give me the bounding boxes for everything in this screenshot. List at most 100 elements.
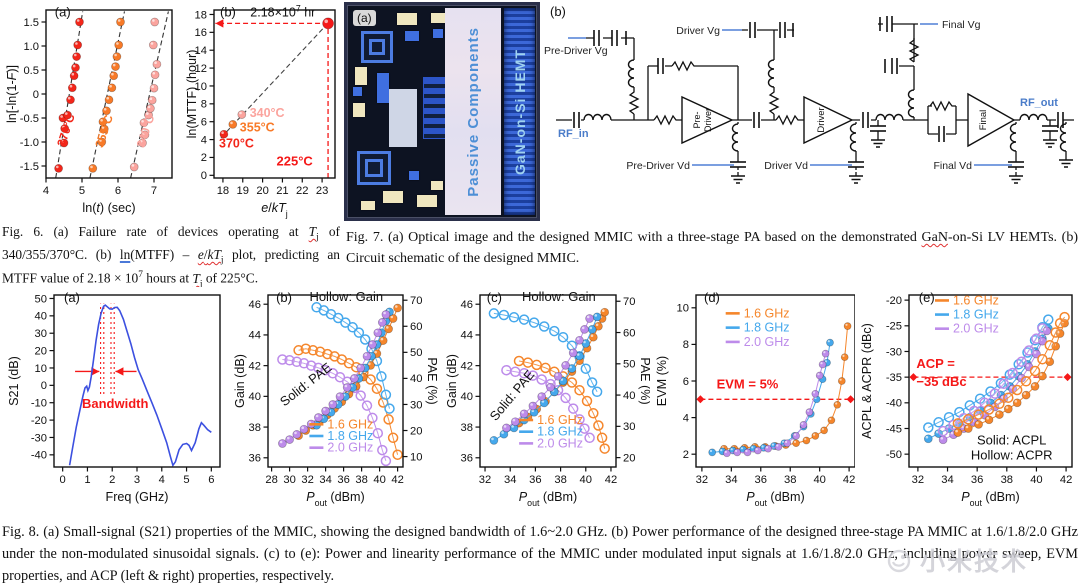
inductor-icon [731, 123, 739, 152]
svg-text:370°C: 370°C [219, 137, 254, 151]
svg-text:36: 36 [755, 474, 767, 486]
chip-spiral-inductor [357, 151, 391, 185]
cap-icon [573, 111, 580, 129]
svg-text:18: 18 [195, 9, 207, 21]
svg-text:ln(MTTF) (hour): ln(MTTF) (hour) [185, 50, 199, 139]
svg-text:20: 20 [410, 425, 422, 437]
svg-text:12: 12 [195, 63, 207, 75]
svg-text:0: 0 [41, 380, 47, 392]
chip-passive-label: Passive Components [464, 26, 482, 197]
svg-text:42: 42 [461, 360, 473, 372]
fig8a-s21-chart: 0 1 2 3 4 5 6 -40 -30 -20 -10 0 10 20 30 40 50 Freq (GHz)… [2, 287, 228, 522]
ground-icon [870, 139, 886, 148]
svg-text:36: 36 [529, 474, 541, 486]
label-final-vg: Final Vg [942, 19, 981, 31]
chip-block [377, 73, 389, 103]
svg-text:40: 40 [1030, 474, 1042, 486]
svg-text:0: 0 [33, 89, 39, 101]
svg-text:5: 5 [79, 185, 85, 197]
inductor-icon [907, 89, 915, 118]
svg-text:40: 40 [580, 474, 592, 486]
chip-pad [355, 67, 367, 85]
fig7a-panel-label: (a) [353, 10, 376, 26]
svg-text:1.8 GHz: 1.8 GHz [744, 321, 790, 335]
svg-text:36: 36 [337, 474, 349, 486]
svg-text:70: 70 [410, 295, 422, 307]
svg-text:(b): (b) [276, 290, 292, 305]
svg-text:38: 38 [784, 474, 796, 486]
svg-text:2.0 GHz: 2.0 GHz [537, 436, 583, 450]
svg-text:40: 40 [410, 373, 422, 385]
svg-text:4: 4 [201, 134, 207, 146]
amp1-label-line2: Driver [703, 108, 713, 132]
chip-capacitor-bank [423, 77, 449, 139]
svg-text:PAE (%): PAE (%) [638, 357, 652, 404]
svg-text:1.0: 1.0 [23, 41, 39, 53]
svg-text:6: 6 [208, 474, 214, 486]
svg-text:(b): (b) [220, 5, 236, 20]
svg-text:36: 36 [971, 474, 983, 486]
svg-text:22: 22 [296, 185, 308, 197]
svg-text:44: 44 [461, 330, 473, 342]
svg-text:2.0 GHz: 2.0 GHz [744, 335, 790, 349]
chip-pad [431, 181, 443, 190]
chip-spiral-inductor [361, 31, 393, 63]
svg-text:7: 7 [151, 185, 157, 197]
svg-text:46: 46 [461, 299, 473, 311]
svg-text:8: 8 [201, 99, 207, 111]
svg-text:4: 4 [43, 185, 49, 197]
inductor-icon [1059, 123, 1067, 152]
fig8d-evm-chart: 32 34 36 38 40 42 2 4 6 8 10 Pout (dBm) EVM (%) (d) EV… [650, 287, 863, 522]
svg-text:42: 42 [605, 474, 617, 486]
svg-text:32: 32 [696, 474, 708, 486]
svg-text:50: 50 [623, 359, 635, 371]
svg-text:2: 2 [683, 449, 689, 461]
chip-hemt-label: GaN-on-Si HEMT [511, 48, 528, 175]
label-final-vd: Final Vd [933, 160, 972, 172]
chip-block [405, 31, 419, 41]
cap-icon [1041, 125, 1059, 132]
chip-module [389, 89, 417, 147]
svg-text:40: 40 [373, 474, 385, 486]
fig7-caption: Fig. 7. (a) Optical image and the design… [346, 230, 1079, 267]
svg-text:Gain (dB): Gain (dB) [233, 354, 247, 408]
chip-pad [383, 191, 403, 203]
svg-text:1.6 GHz: 1.6 GHz [744, 306, 790, 320]
svg-text:18: 18 [217, 185, 229, 197]
svg-text:1.8 GHz: 1.8 GHz [953, 308, 999, 322]
cap-icon [938, 125, 945, 143]
svg-text:30: 30 [623, 421, 635, 433]
svg-text:40: 40 [249, 391, 261, 403]
chip-pad [397, 13, 417, 25]
svg-text:14: 14 [195, 45, 207, 57]
final-amp [967, 92, 1016, 148]
cap-icon [611, 29, 618, 47]
svg-text:-20: -20 [886, 295, 902, 307]
svg-text:10: 10 [410, 451, 422, 463]
svg-text:2.0 GHz: 2.0 GHz [327, 441, 373, 455]
svg-text:16: 16 [195, 27, 207, 39]
label-rf-in: RF_in [558, 128, 589, 140]
fig8b-gain-pae-chart: 28 30 32 34 36 38 40 42 36 38 40 42 44 46 10 20 30 40 50 60… [228, 287, 441, 522]
svg-text:32: 32 [479, 474, 491, 486]
svg-text:(d): (d) [704, 290, 720, 305]
inductor-icon [767, 59, 775, 88]
svg-text:-30: -30 [886, 346, 902, 358]
inductor-icon [875, 113, 904, 121]
amp2-label: Driver [816, 107, 827, 132]
cap-icon [779, 21, 786, 39]
svg-text:42: 42 [391, 474, 403, 486]
svg-text:355°C: 355°C [240, 121, 275, 135]
svg-text:−35 dBc: −35 dBc [916, 374, 966, 389]
chip-pad [431, 13, 445, 23]
svg-text:5: 5 [183, 474, 189, 486]
svg-text:EVM (%): EVM (%) [655, 356, 669, 406]
svg-text:-40: -40 [886, 398, 902, 410]
label-pre-driver-vg: Pre-Driver Vg [544, 45, 608, 57]
svg-text:40: 40 [35, 311, 47, 323]
svg-text:ln(t) (sec): ln(t) (sec) [82, 201, 135, 215]
chip-pad [353, 103, 365, 117]
svg-text:225°C: 225°C [277, 154, 314, 169]
ground-icon [1008, 175, 1024, 184]
cap-icon [657, 57, 664, 75]
